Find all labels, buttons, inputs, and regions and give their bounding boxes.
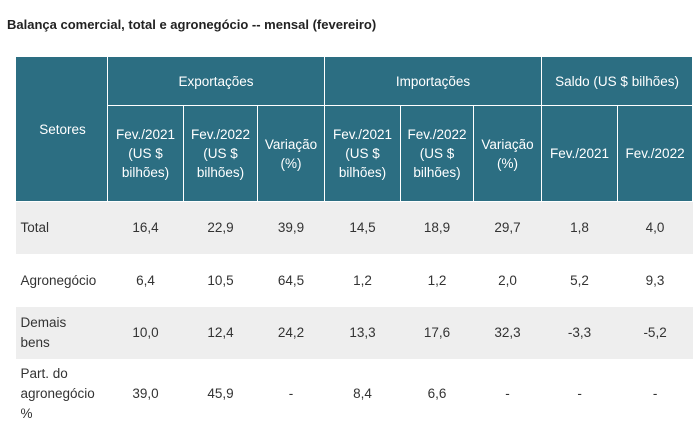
table-row: Total 16,4 22,9 39,9 14,5 18,9 29,7 1,8 … [15, 201, 693, 254]
table-cell: 14,5 [324, 201, 401, 254]
table-cell: -5,2 [617, 307, 693, 359]
header-line: bilhões) [196, 165, 245, 180]
table-row: Part. do agronegócio% 39,0 45,9 - 8,4 6,6… [16, 359, 693, 429]
table-cell: 39,9 [257, 201, 325, 254]
table-cell: 10,0 [107, 307, 184, 359]
exportacoes-header: Exportações [106, 56, 326, 106]
table-cell: 29,7 [473, 201, 542, 254]
row-label-line: Demais [20, 315, 67, 330]
exp-variacao-header: Variação (%) [256, 105, 326, 202]
header-line: bilhões) [413, 165, 461, 180]
header-line: (US $ [203, 146, 238, 161]
table-cell: 39,0 [132, 386, 159, 401]
row-label-line: Total [20, 220, 50, 235]
table-cell: -3,3 [541, 307, 618, 359]
header-line: (US $ [128, 146, 163, 161]
saldo-fev2021-header: Fev./2021 [541, 105, 619, 202]
imp-variacao-header: Variação (%) [473, 105, 543, 202]
table-cell: 24,2 [257, 307, 325, 359]
table-cell: 45,9 [207, 386, 234, 401]
table-cell: 2,0 [498, 272, 517, 288]
row-label-line: Agronegócio [20, 272, 97, 288]
table-cell: - [288, 386, 294, 401]
exp-fev2022-header: Fev./2022 (US $ bilhões) [183, 105, 258, 202]
table-cell: 22,9 [183, 201, 258, 254]
table-cell: 13,3 [324, 307, 401, 359]
table-cell: 10,5 [207, 272, 234, 288]
importacoes-header: Importações [324, 56, 543, 106]
table-cell: 32,3 [473, 307, 542, 359]
table-row: Agronegócio 6,4 10,5 64,5 1,2 1,2 2,0 5,… [16, 254, 693, 307]
row-label: Total [15, 201, 108, 254]
row-label: Part. do agronegócio% [16, 359, 108, 429]
table-cell: 18,9 [400, 201, 474, 254]
table-cell: 5,2 [570, 272, 589, 288]
header-line: (US $ [419, 146, 455, 161]
table-cell: 8,4 [353, 386, 372, 401]
table-cell: 1,2 [427, 272, 447, 288]
header-line: bilhões) [338, 165, 387, 180]
imp-fev2022-header: Fev./2022 (US $ bilhões) [400, 105, 475, 202]
table-cell: 6,4 [136, 272, 155, 288]
table-row: Demais bens 10,0 12,4 24,2 13,3 17,6 32,3… [15, 307, 693, 359]
header-line: Variação [264, 136, 318, 152]
header-line: Fev./2022 [190, 127, 251, 142]
row-label: Agronegócio [16, 254, 108, 307]
header-line: Fev./2021 [333, 127, 393, 142]
saldo-fev2022-header: Fev./2022 [617, 105, 694, 202]
table-cell: 1,2 [353, 272, 372, 288]
table-cell: - [652, 386, 658, 401]
table-cell: 1,8 [541, 201, 618, 254]
row-label: Demais bens [15, 307, 108, 359]
table-cell: 16,4 [107, 201, 184, 254]
table-cell: 12,4 [183, 307, 258, 359]
header-line: (%) [280, 155, 302, 171]
imp-fev2021-header: Fev./2021 (US $ bilhões) [324, 105, 402, 202]
row-label-line: agronegócio [20, 386, 95, 401]
header-line: bilhões) [121, 165, 170, 180]
page-title: Balança comercial, total e agronegócio -… [7, 17, 377, 32]
header-row-subcolumns: Fev./2021 (US $ bilhões) Fev./2022 (US $… [16, 105, 694, 202]
row-label-line: % [20, 406, 33, 421]
header-line: (US $ [345, 146, 380, 161]
table-cell: - [505, 386, 510, 401]
table-cell: 64,5 [277, 272, 305, 288]
row-label-line: Part. do [20, 366, 68, 381]
header-line: (%) [497, 155, 519, 171]
header-line: Fev./2022 [407, 127, 467, 142]
header-line: Fev./2021 [115, 127, 176, 142]
table-cell: 17,6 [400, 307, 474, 359]
saldo-header: Saldo (US $ bilhões) [541, 56, 694, 106]
setores-header: Setores [15, 56, 108, 202]
table-cell: 4,0 [617, 201, 693, 254]
table-cell: 9,3 [645, 272, 665, 288]
row-label-line: bens [20, 335, 50, 350]
header-line: Variação [481, 136, 534, 152]
trade-balance-table: Setores Exportações Importações Saldo (U… [15, 56, 694, 429]
table-cell: - [577, 386, 582, 401]
table-cell: 6,6 [427, 386, 447, 401]
header-row-groups: Setores Exportações Importações Saldo (U… [15, 56, 694, 202]
exp-fev2021-header: Fev./2021 (US $ bilhões) [107, 105, 184, 202]
